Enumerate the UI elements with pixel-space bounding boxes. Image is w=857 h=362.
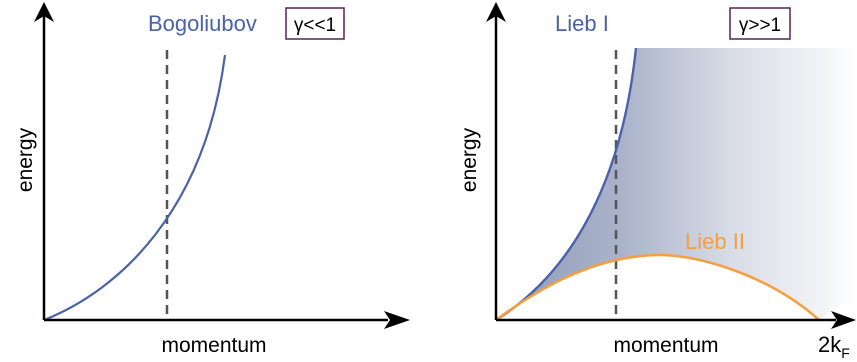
lieb-2-label: Lieb II — [685, 229, 745, 254]
edge-label-sub: F — [841, 345, 850, 361]
bogoliubov-curve — [43, 54, 227, 322]
left-regime-box — [285, 7, 345, 40]
left-regime-label: γ<<1 — [294, 15, 336, 36]
right-regime-label: γ>>1 — [739, 15, 781, 36]
edge-label-main: 2k — [818, 332, 842, 357]
right-x-arrow — [831, 311, 856, 329]
right-y-label: energy — [458, 127, 481, 192]
lieb-1-label: Lieb I — [555, 11, 609, 36]
bogoliubov-label: Bogoliubov — [148, 11, 257, 36]
right-regime-box — [729, 7, 791, 40]
left-x-label: momentum — [161, 334, 266, 357]
left-y-label: energy — [14, 127, 37, 192]
left-y-arrow — [34, 2, 54, 22]
left-x-arrow — [384, 311, 410, 329]
right-panel: energy momentum Lieb I Lieb II γ>>1 2kF — [458, 2, 857, 361]
right-x-label: momentum — [613, 334, 718, 357]
lieb-2-curve — [495, 253, 820, 322]
right-y-arrow — [486, 2, 506, 22]
continuum-shading — [496, 48, 857, 320]
edge-label: 2kF — [818, 332, 850, 361]
left-panel: energy momentum Bogoliubov γ<<1 — [14, 2, 410, 357]
